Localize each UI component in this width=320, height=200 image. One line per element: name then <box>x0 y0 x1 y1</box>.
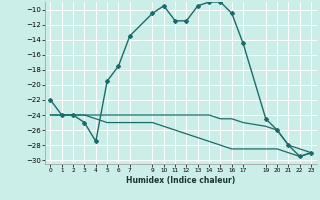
X-axis label: Humidex (Indice chaleur): Humidex (Indice chaleur) <box>126 176 236 185</box>
